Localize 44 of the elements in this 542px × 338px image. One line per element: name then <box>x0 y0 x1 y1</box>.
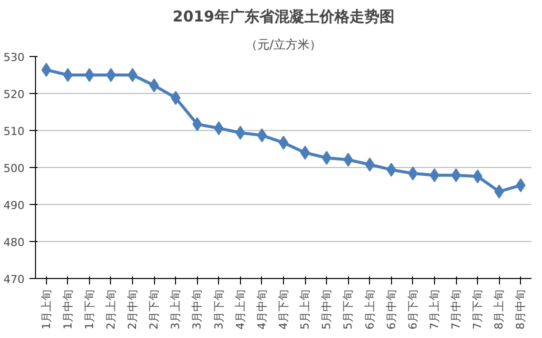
x-tick-label: 8月上旬 <box>492 290 506 330</box>
point <box>386 162 396 177</box>
point <box>63 68 73 82</box>
x-tick-label: 8月中旬 <box>514 290 528 330</box>
point <box>41 62 52 77</box>
x-tick-label: 5月下旬 <box>342 290 355 330</box>
x-tick-label: 6月中旬 <box>384 290 398 330</box>
x-tick-label: 3月中旬 <box>190 290 204 330</box>
x-tick-label: 1月下旬 <box>82 290 96 330</box>
x-tick-label: 1月上旬 <box>40 290 53 330</box>
x-tick-label: 2月下旬 <box>148 290 161 330</box>
point <box>192 117 202 132</box>
point <box>128 68 138 82</box>
x-tick-label: 1月中旬 <box>61 290 74 330</box>
y-tick-label: 480 <box>4 236 25 249</box>
x-tick-label: 2月中旬 <box>126 290 140 330</box>
x-tick-label: 5月上旬 <box>298 290 312 330</box>
y-tick-label: 520 <box>4 88 25 101</box>
x-tick-label: 3月上旬 <box>169 290 182 330</box>
x-tick-label: 6月上旬 <box>363 290 376 330</box>
x-tick-label: 7月下旬 <box>471 290 484 330</box>
x-tick-label: 7月上旬 <box>428 290 441 330</box>
y-tick-label: 490 <box>4 199 25 212</box>
x-tick-label: 5月中旬 <box>320 290 334 330</box>
x-tick-label: 2月上旬 <box>104 290 118 330</box>
point <box>516 178 526 192</box>
y-tick-label: 530 <box>4 51 25 64</box>
y-tick-label: 470 <box>4 273 25 286</box>
point <box>106 68 116 82</box>
chart-subtitle: （元/立方米） <box>245 38 322 52</box>
x-tick-label: 4月中旬 <box>255 290 268 330</box>
x-tick-label: 6月下旬 <box>406 290 420 330</box>
x-tick-label: 7月中旬 <box>450 290 463 330</box>
y-tick-label: 510 <box>4 125 25 138</box>
point <box>170 90 181 105</box>
x-tick-label: 4月下旬 <box>277 290 290 330</box>
x-tick-label: 3月下旬 <box>212 290 226 330</box>
point <box>364 158 375 172</box>
y-tick-label: 500 <box>4 162 25 175</box>
point <box>84 68 94 82</box>
x-tick-label: 4月上旬 <box>234 290 247 330</box>
point <box>343 152 354 167</box>
point <box>214 121 224 136</box>
chart-title: 2019年广东省混凝土价格走势图 <box>172 8 394 26</box>
